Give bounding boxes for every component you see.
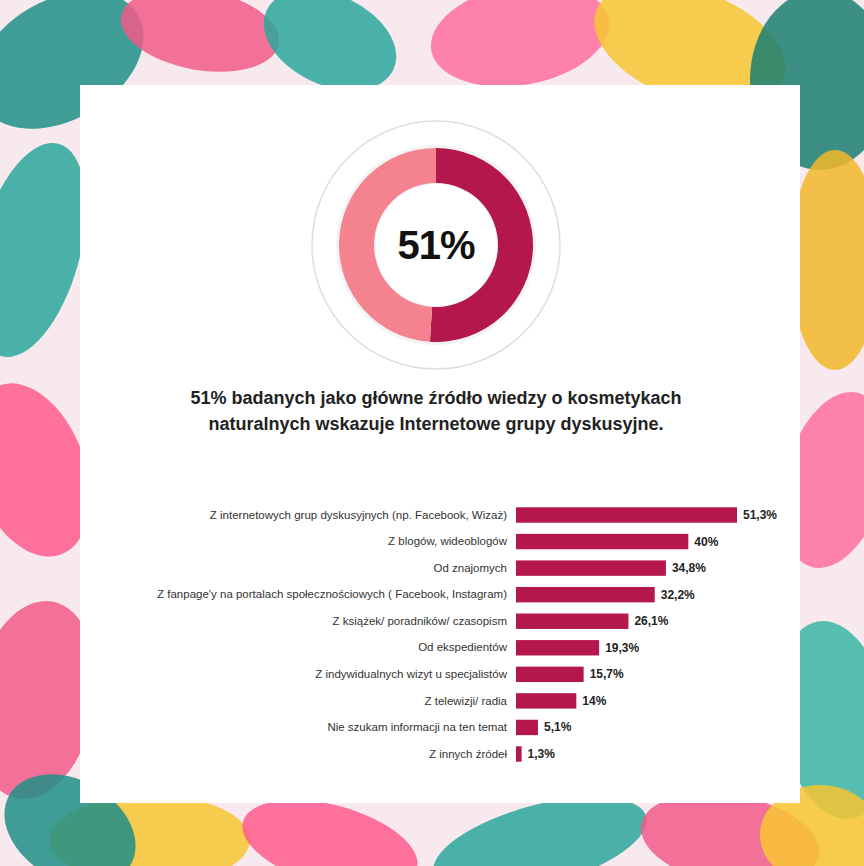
bar bbox=[516, 614, 628, 629]
tick: Z fanpage'y na portalach społecznościowy… bbox=[157, 588, 515, 600]
headline: 51% badanych jako główne źródło wiedzy o… bbox=[190, 388, 681, 434]
bar bbox=[516, 720, 538, 735]
tick-label: Z książek/ poradników/ czasopism bbox=[333, 615, 507, 627]
tick-label: Z indywidualnych wizyt u specjalistów bbox=[315, 668, 507, 680]
tick-label: Z telewizji/ radia bbox=[425, 695, 508, 707]
data-label: 32,2% bbox=[661, 588, 695, 602]
tick-label: Od ekspedientów bbox=[418, 641, 508, 653]
donut-hole bbox=[375, 184, 497, 306]
background bbox=[0, 0, 864, 866]
bar bbox=[516, 693, 576, 708]
panel bbox=[80, 85, 800, 803]
tick: Z innych źródeł bbox=[429, 748, 515, 760]
data-label: 1,3% bbox=[528, 747, 556, 761]
donut: 51% bbox=[312, 121, 560, 369]
decoration bbox=[423, 0, 618, 100]
tick: Z telewizji/ radia bbox=[425, 695, 515, 707]
tick-label: Z innych źródeł bbox=[429, 748, 507, 760]
tick-label: Od znajomych bbox=[433, 562, 507, 574]
tick: Od ekspedientów bbox=[418, 641, 515, 653]
tick: Z internetowych grup dyskusyjnych (np. F… bbox=[210, 509, 515, 521]
tick-label: Nie szukam informacji na ten temat bbox=[327, 721, 507, 733]
background-fill bbox=[0, 0, 864, 866]
data-label: 26,1% bbox=[634, 614, 668, 628]
decoration bbox=[114, 0, 285, 83]
tick: Z indywidualnych wizyt u specjalistów bbox=[315, 668, 515, 680]
bar bbox=[516, 534, 688, 549]
bars bbox=[516, 507, 737, 761]
donut-frame bbox=[312, 121, 560, 369]
bar bbox=[516, 560, 666, 575]
y-axis: Z internetowych grup dyskusyjnych (np. F… bbox=[157, 509, 515, 760]
bar bbox=[516, 667, 584, 682]
tick: Z blogów, wideoblogów bbox=[388, 535, 515, 547]
tick-label: Z blogów, wideoblogów bbox=[388, 535, 508, 547]
data-label: 14% bbox=[582, 694, 606, 708]
bar bbox=[516, 640, 599, 655]
bar bbox=[516, 746, 522, 761]
tick: Z książek/ poradników/ czasopism bbox=[333, 615, 515, 627]
data-label: 51,3% bbox=[743, 508, 777, 522]
tick: Nie szukam informacji na ten temat bbox=[327, 721, 515, 733]
data-label: 5,1% bbox=[544, 720, 572, 734]
data-labels: 51,3% 40% 34,8% 32,2% 26,1% 19,3% 15,7% 14% 5,1%… bbox=[528, 508, 778, 761]
bar bbox=[516, 587, 655, 602]
donut-shadow bbox=[336, 145, 536, 345]
donut-label: 51% bbox=[397, 223, 474, 267]
data-label: 34,8% bbox=[672, 561, 706, 575]
tick: Od znajomych bbox=[433, 562, 515, 574]
tick-label: Z fanpage'y na portalach społecznościowy… bbox=[157, 588, 507, 600]
data-label: 40% bbox=[694, 535, 718, 549]
bar bbox=[516, 507, 737, 522]
decoration bbox=[790, 150, 864, 370]
data-label: 15,7% bbox=[590, 667, 624, 681]
data-label: 19,3% bbox=[605, 641, 639, 655]
canvas: 51% 51% badanych jako główne źródło wiedz… bbox=[0, 0, 864, 866]
tick-label: Z internetowych grup dyskusyjnych (np. F… bbox=[210, 509, 507, 521]
